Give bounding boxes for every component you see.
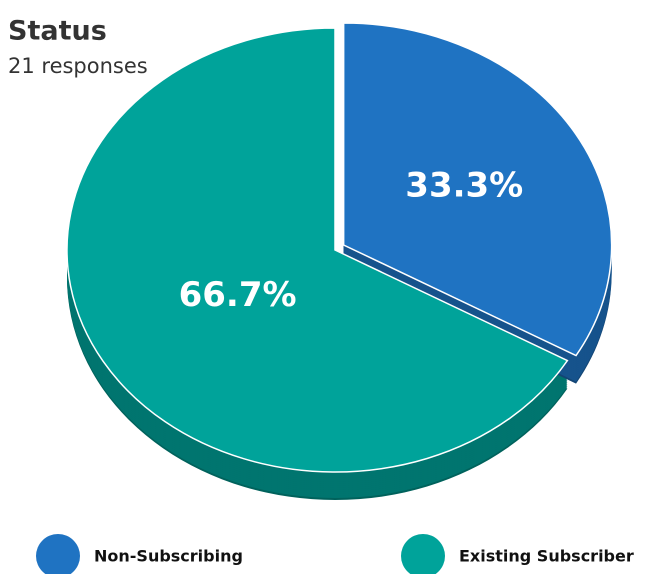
chart-title: Status — [8, 16, 107, 47]
value-label: 66.7% — [179, 275, 297, 315]
pie-slice — [342, 22, 613, 357]
chart-subtitle: 21 responses — [8, 54, 148, 78]
legend-swatch — [401, 534, 445, 574]
legend-label: Existing Subscriber — [459, 547, 634, 566]
pie-slice — [66, 27, 569, 473]
legend-swatch — [36, 534, 80, 574]
value-label: 33.3% — [405, 166, 523, 206]
legend-label: Non-Subscribing — [94, 547, 243, 566]
